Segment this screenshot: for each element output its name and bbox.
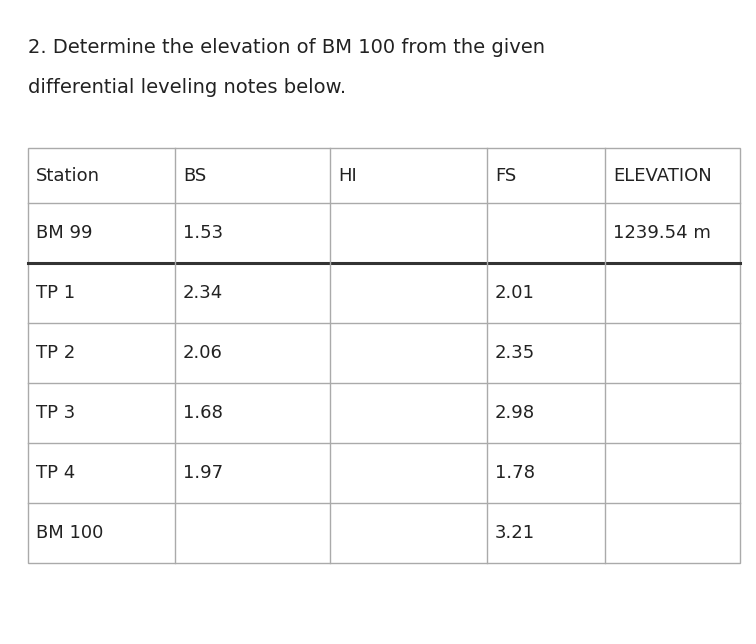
Text: ELEVATION: ELEVATION xyxy=(613,167,711,184)
Text: 3.21: 3.21 xyxy=(495,524,535,542)
Text: TP 1: TP 1 xyxy=(36,284,75,302)
Text: TP 3: TP 3 xyxy=(36,404,76,422)
Text: 2.35: 2.35 xyxy=(495,344,535,362)
Text: 2. Determine the elevation of BM 100 from the given: 2. Determine the elevation of BM 100 fro… xyxy=(28,38,545,57)
Text: 2.98: 2.98 xyxy=(495,404,535,422)
Text: TP 2: TP 2 xyxy=(36,344,76,362)
Text: TP 4: TP 4 xyxy=(36,464,76,482)
Text: BM 100: BM 100 xyxy=(36,524,104,542)
Text: differential leveling notes below.: differential leveling notes below. xyxy=(28,78,346,97)
Text: HI: HI xyxy=(338,167,357,184)
Text: 1239.54 m: 1239.54 m xyxy=(613,224,711,242)
Text: FS: FS xyxy=(495,167,516,184)
Text: BS: BS xyxy=(183,167,206,184)
Text: Station: Station xyxy=(36,167,100,184)
Text: 1.68: 1.68 xyxy=(183,404,223,422)
Text: 2.01: 2.01 xyxy=(495,284,535,302)
Text: 2.06: 2.06 xyxy=(183,344,223,362)
Text: 1.97: 1.97 xyxy=(183,464,223,482)
Text: 1.53: 1.53 xyxy=(183,224,223,242)
Text: 1.78: 1.78 xyxy=(495,464,535,482)
Text: BM 99: BM 99 xyxy=(36,224,92,242)
Bar xyxy=(28,148,740,563)
Text: 2.34: 2.34 xyxy=(183,284,223,302)
